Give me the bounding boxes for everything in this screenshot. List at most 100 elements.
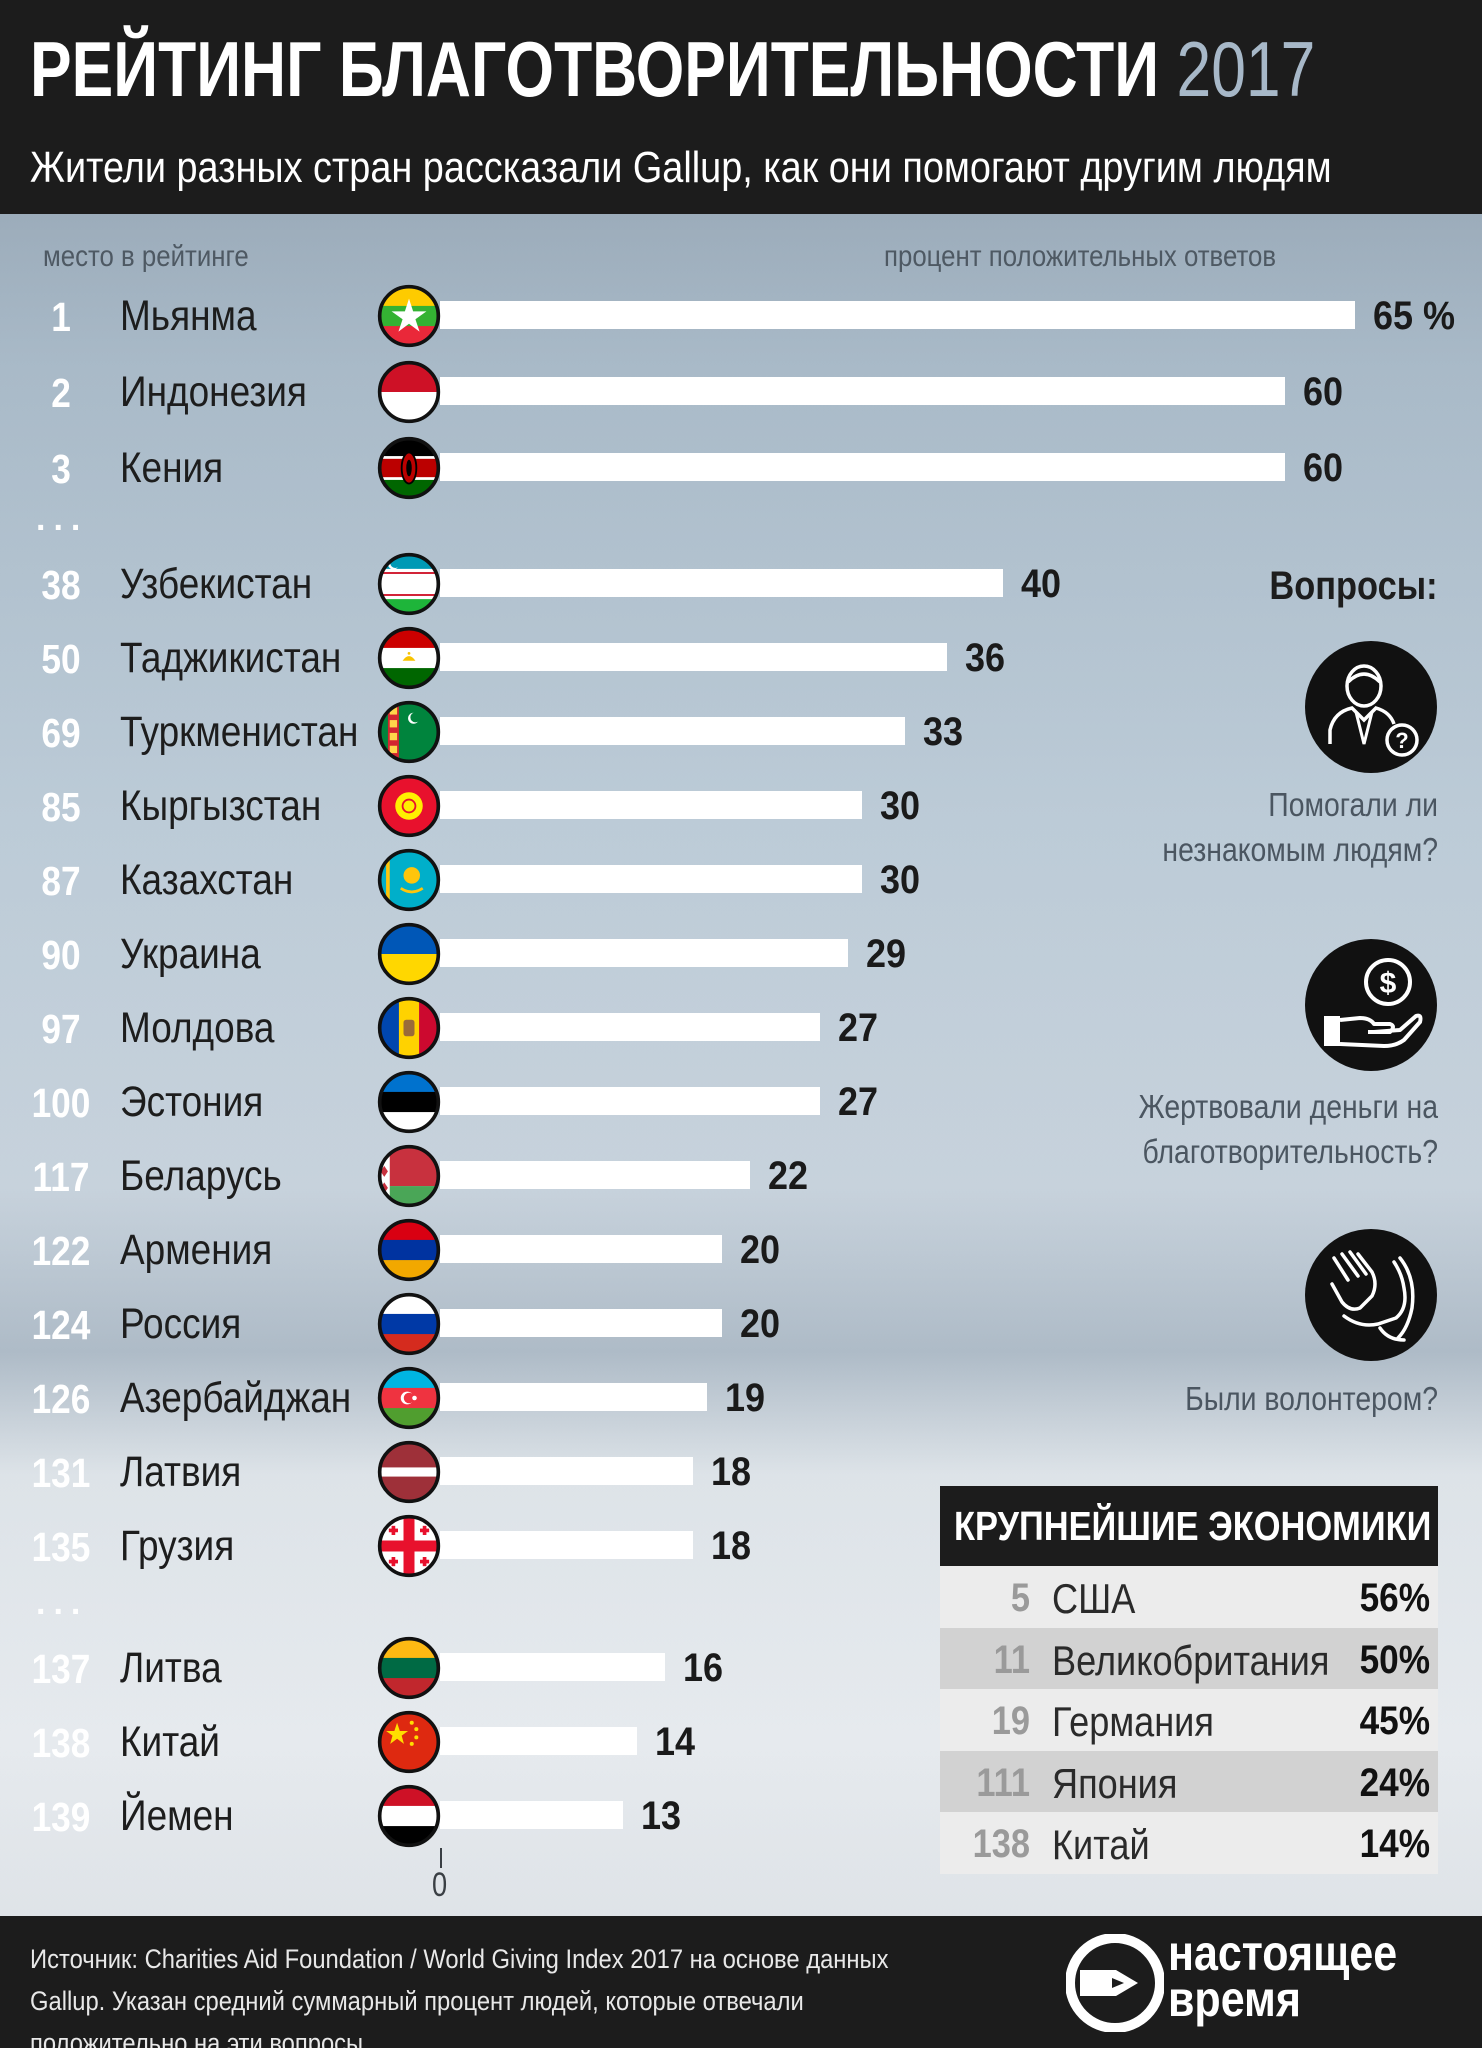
chart-row: 126 Азербайджан 19	[0, 1366, 1482, 1430]
chart-row: 137 Литва 16	[0, 1636, 1482, 1700]
flag-lithuania-icon	[377, 1636, 441, 1700]
country-label: Россия	[120, 1300, 242, 1348]
rank-label: 131	[31, 1450, 91, 1496]
table-row: 19 Германия 45%	[940, 1689, 1438, 1751]
country-label: Кения	[120, 444, 224, 492]
value-label: 22	[768, 1154, 809, 1198]
economy-rank: 111	[976, 1760, 1030, 1805]
chart-row: 87 Казахстан 30	[0, 848, 1482, 912]
value-label: 19	[725, 1376, 766, 1420]
rank-label: 137	[31, 1646, 91, 1692]
value-label: 30	[880, 858, 921, 902]
question-2-text: Жертвовали деньги на благотворительность…	[1138, 1088, 1438, 1170]
bar	[440, 1161, 750, 1189]
economy-country: Китай	[1052, 1821, 1150, 1869]
country-label: Йемен	[120, 1792, 234, 1840]
country-label: Грузия	[120, 1522, 235, 1570]
footer: Источник: Charities Aid Foundation / Wor…	[0, 1916, 1482, 2048]
bar	[440, 791, 862, 819]
question-3-text: Были волонтером?	[1185, 1380, 1438, 1417]
country-label: Кыргызстан	[120, 782, 322, 830]
bar	[440, 453, 1285, 481]
bar	[440, 1531, 693, 1559]
country-label: Азербайджан	[120, 1374, 352, 1422]
rank-label: 90	[41, 932, 81, 978]
rank-label: 126	[31, 1376, 91, 1422]
country-label: Эстония	[120, 1078, 264, 1126]
value-label: 36	[965, 636, 1006, 680]
economy-rank: 11	[993, 1637, 1030, 1682]
value-label: 20	[740, 1228, 781, 1272]
flag-kazakhstan-icon	[377, 848, 441, 912]
economy-percent: 14%	[1359, 1822, 1430, 1867]
chart-row: 124 Россия 20	[0, 1292, 1482, 1356]
rank-label: 122	[31, 1228, 91, 1274]
flag-yemen-icon	[377, 1784, 441, 1848]
flag-indonesia-icon	[377, 360, 441, 424]
bar	[440, 865, 862, 893]
chart-row: 100 Эстония 27	[0, 1070, 1482, 1134]
bar	[440, 717, 905, 745]
bar	[440, 1801, 623, 1829]
chart-row: 135 Грузия 18	[0, 1514, 1482, 1578]
page-title: РЕЙТИНГ БЛАГОТВОРИТЕЛЬНОСТИ 2017	[30, 24, 1315, 115]
table-row: 11 Великобритания 50%	[940, 1627, 1438, 1690]
question-1-text: Помогали ли незнакомым людям?	[1162, 786, 1438, 868]
svg-text:?: ?	[1395, 728, 1408, 753]
value-label: 14	[655, 1720, 696, 1764]
economy-percent: 50%	[1359, 1637, 1430, 1682]
brand-logo-mark	[1066, 1934, 1164, 2032]
rank-column-header: место в рейтинге	[43, 240, 249, 273]
rank-label: 50	[41, 636, 81, 682]
rank-label: 2	[51, 370, 71, 416]
chart-row: 90 Украина 29	[0, 922, 1482, 986]
chart-row: 2 Индонезия 60	[0, 360, 1482, 424]
brand-logo-text: настоящее время	[1168, 1925, 1398, 2027]
chart-row: 139 Йемен 13	[0, 1784, 1482, 1848]
bar	[440, 1013, 820, 1041]
economy-country: Великобритания	[1052, 1636, 1330, 1684]
rank-label: 135	[31, 1524, 91, 1570]
rank-label: 1	[51, 294, 71, 340]
ellipsis-2: ...	[36, 1584, 89, 1622]
bar	[440, 569, 1003, 597]
flag-russia-icon	[377, 1292, 441, 1356]
bar	[440, 643, 947, 671]
bar	[440, 1309, 722, 1337]
economy-country: Япония	[1052, 1759, 1178, 1807]
source-note: Источник: Charities Aid Foundation / Wor…	[30, 1944, 889, 2048]
title-text: РЕЙТИНГ БЛАГОТВОРИТЕЛЬНОСТИ	[30, 25, 1160, 113]
rank-label: 69	[41, 710, 81, 756]
chart-row: 138 Китай 14	[0, 1710, 1482, 1774]
ellipsis-1: ...	[36, 500, 89, 538]
economy-percent: 45%	[1359, 1699, 1430, 1744]
country-label: Литва	[120, 1644, 222, 1692]
country-label: Таджикистан	[120, 634, 342, 682]
chart-row: 69 Туркменистан 33	[0, 700, 1482, 764]
table-row: 138 Китай 14%	[940, 1812, 1438, 1874]
value-label: 13	[641, 1794, 682, 1838]
table-row: 5 США 56%	[940, 1566, 1438, 1628]
flag-kyrgyzstan-icon	[377, 774, 441, 838]
value-label: 60	[1303, 446, 1344, 490]
value-label: 60	[1303, 370, 1344, 414]
bar	[440, 1653, 665, 1681]
table-row: 111 Япония 24%	[940, 1750, 1438, 1813]
economy-rank: 138	[972, 1822, 1030, 1867]
rank-label: 85	[41, 784, 81, 830]
value-label: 30	[880, 784, 921, 828]
chart-row: 3 Кения 60	[0, 436, 1482, 500]
economy-percent: 24%	[1359, 1760, 1430, 1805]
economy-country: США	[1052, 1575, 1136, 1622]
flag-latvia-icon	[377, 1440, 441, 1504]
person-question-icon: ?	[1305, 641, 1437, 773]
value-label: 33	[923, 710, 964, 754]
rank-label: 139	[31, 1794, 91, 1840]
country-label: Узбекистан	[120, 560, 313, 608]
country-label: Китай	[120, 1718, 220, 1766]
country-label: Казахстан	[120, 856, 294, 904]
value-label: 20	[740, 1302, 781, 1346]
economy-rank: 5	[1010, 1576, 1030, 1620]
country-label: Молдова	[120, 1004, 275, 1052]
hand-coin-icon: $	[1305, 939, 1437, 1071]
